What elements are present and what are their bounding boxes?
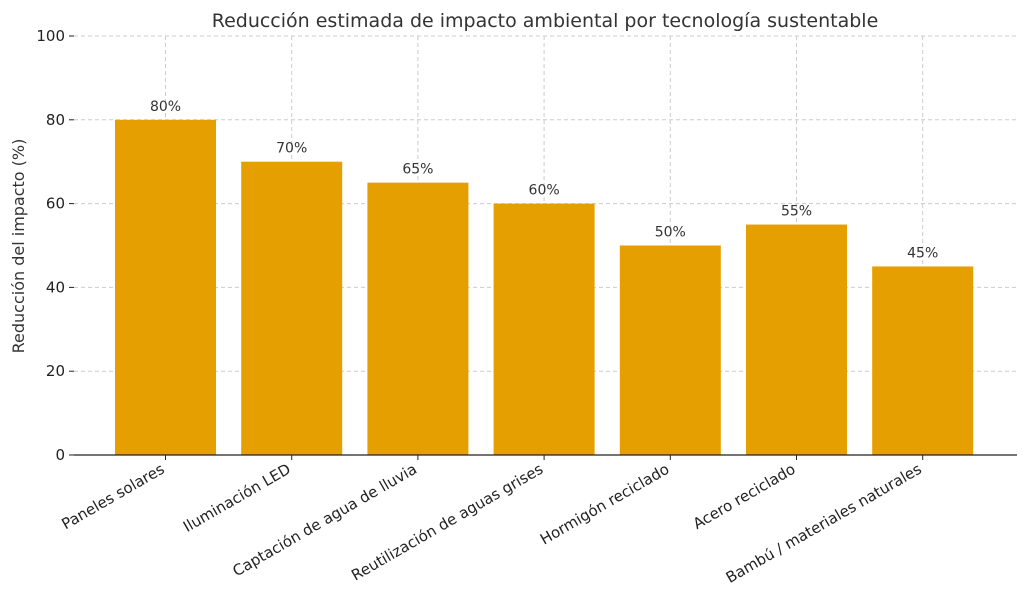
bar [241,161,343,455]
data-label: 45% [907,245,938,261]
data-label: 60% [529,183,560,199]
bar [872,266,974,455]
y-tick-label: 20 [46,362,65,380]
chart-title: Reducción estimada de impacto ambiental … [212,10,879,32]
bar [746,224,847,455]
x-axis-ticks: Paneles solares Iluminación LEDCaptación … [58,455,925,587]
y-tick-label: 60 [46,195,65,213]
data-label: 50% [655,225,686,241]
y-tick-label: 40 [46,278,65,296]
x-tick-label: Iluminación LED [180,460,294,536]
y-tick-label: 80 [46,111,65,129]
x-tick-label: Bambú / materiales naturales [723,460,925,587]
y-axis-ticks: 0 20 40 60 80 100 [36,27,74,464]
data-label: 55% [781,204,812,220]
x-tick-label: Acero reciclado [690,460,799,533]
bar [115,119,216,456]
x-tick-label: Paneles solares [58,460,167,533]
data-label: 65% [402,162,433,178]
data-label: 80% [150,99,181,115]
bar [619,245,721,455]
data-label: 70% [276,141,307,157]
y-axis-label: Reducción del impacto (%) [9,139,28,354]
bars [115,119,974,456]
bar [493,203,595,455]
data-labels: 80% 70% 65% 60% 50% 55% 45% [150,99,938,262]
y-tick-label: 100 [36,27,65,45]
bar [367,182,469,455]
y-tick-label: 0 [55,446,65,464]
x-tick-label: Hormigón reciclado [537,460,672,549]
